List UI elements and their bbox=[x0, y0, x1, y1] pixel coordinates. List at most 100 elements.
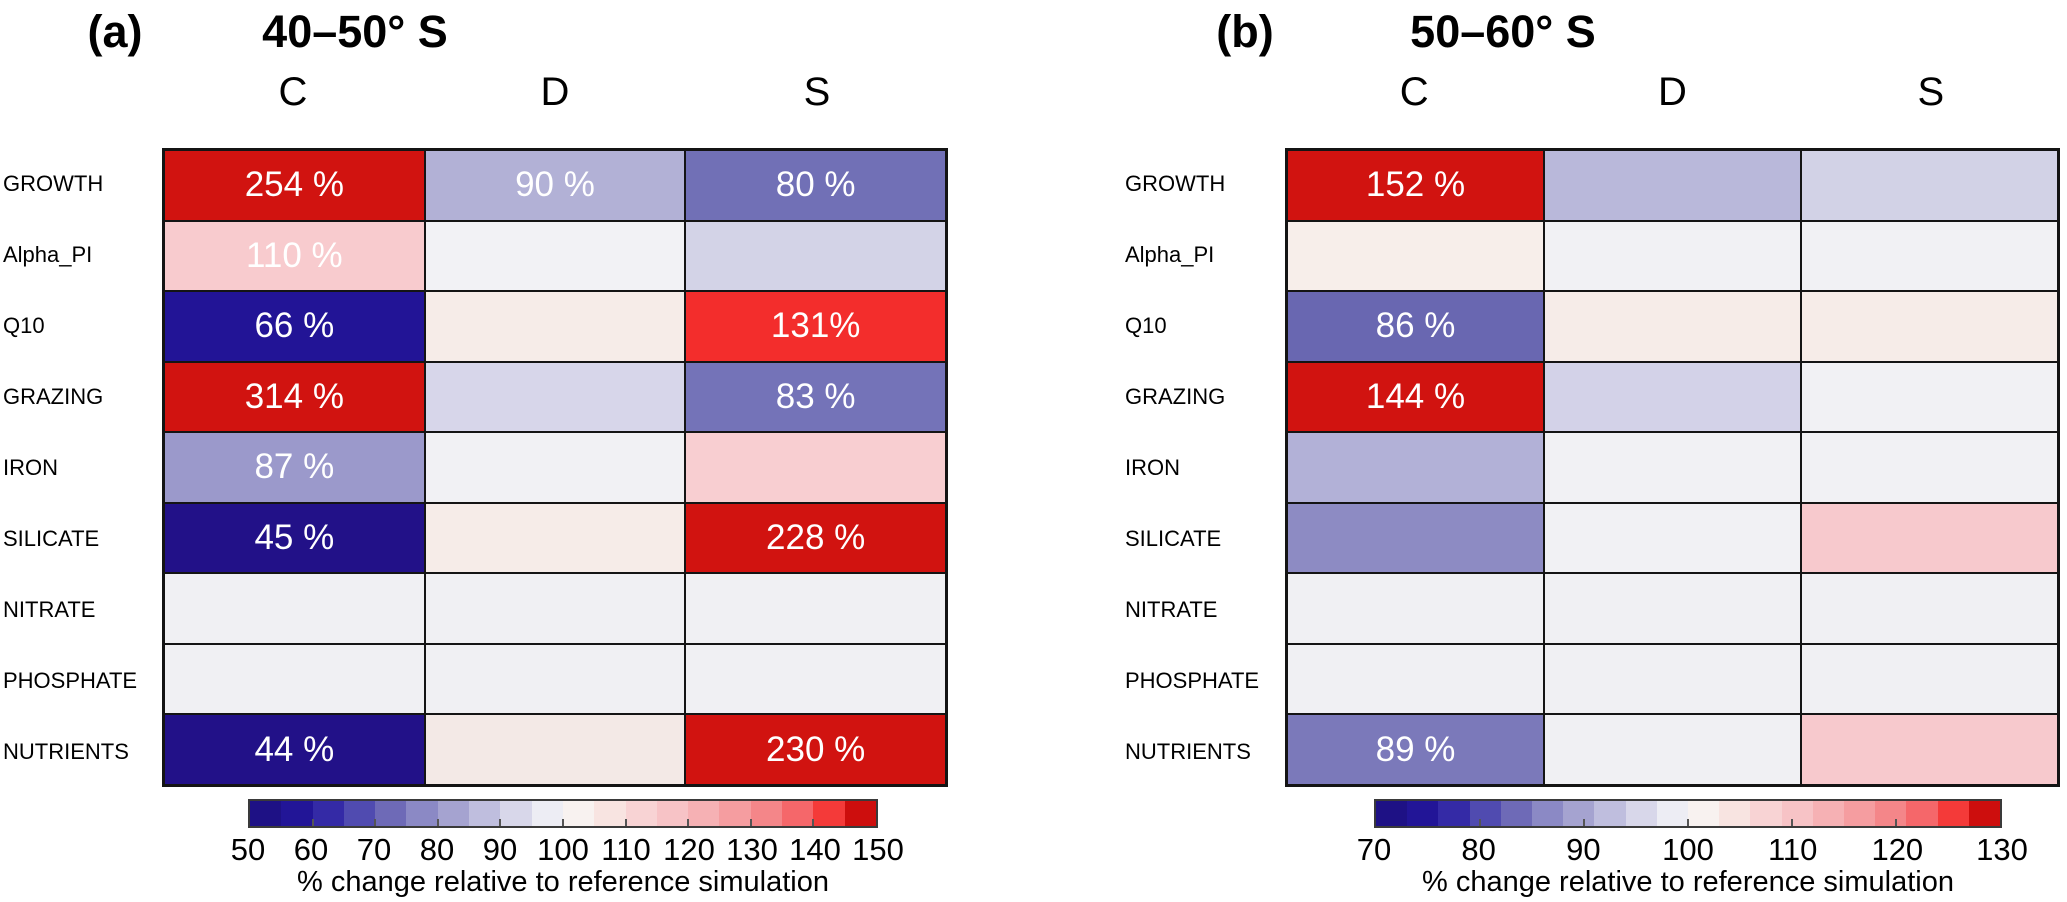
row-label: NUTRIENTS bbox=[1125, 738, 1251, 764]
colorbar-segment bbox=[1781, 801, 1813, 826]
colorbar-segment bbox=[844, 801, 876, 826]
heatmap-cell: 89 % bbox=[1288, 715, 1543, 784]
heatmap-cell bbox=[1545, 433, 1800, 502]
colorbar-segment bbox=[782, 801, 814, 826]
colorbar-segment bbox=[1906, 801, 1938, 826]
heatmap-cell bbox=[425, 292, 685, 361]
column-header: D bbox=[1658, 70, 1687, 114]
heatmap-cell bbox=[1802, 574, 2057, 643]
colorbar-tick bbox=[1582, 819, 1585, 826]
row-label: NITRATE bbox=[1125, 596, 1218, 622]
colorbar bbox=[248, 799, 878, 828]
colorbar-segment bbox=[1812, 801, 1845, 826]
colorbar-segment bbox=[656, 801, 689, 826]
heatmap-cell: 131% bbox=[686, 292, 945, 361]
colorbar-tick-label: 70 bbox=[356, 832, 392, 867]
heatmap-cell-value: 83 % bbox=[775, 376, 856, 416]
heatmap-cell bbox=[1288, 503, 1543, 573]
heatmap-cell: 254 % bbox=[165, 151, 424, 220]
heatmap-cell: 86 % bbox=[1288, 292, 1543, 361]
heatmap-cell bbox=[1802, 644, 2057, 714]
colorbar-segment bbox=[719, 801, 751, 826]
heatmap-cell bbox=[425, 574, 685, 643]
heatmap-cell: 66 % bbox=[165, 292, 424, 361]
heatmap-cell-value: 152 % bbox=[1365, 165, 1466, 205]
colorbar-segment bbox=[1719, 801, 1751, 826]
colorbar-tick bbox=[687, 819, 690, 826]
row-label: Alpha_PI bbox=[1125, 241, 1215, 267]
colorbar-segment bbox=[625, 801, 657, 826]
colorbar-tick-label: 100 bbox=[537, 832, 589, 867]
colorbar-tick-label: 150 bbox=[852, 832, 904, 867]
colorbar-segment bbox=[375, 801, 407, 826]
colorbar-segment bbox=[1937, 801, 1969, 826]
heatmap-cell-value: 89 % bbox=[1375, 729, 1456, 769]
heatmap-cell bbox=[1802, 221, 2057, 291]
heatmap-cell-value: 254 % bbox=[244, 165, 344, 205]
colorbar-segment bbox=[312, 801, 344, 826]
colorbar-segment bbox=[1968, 801, 2001, 826]
colorbar-segment bbox=[500, 801, 532, 826]
colorbar-tick bbox=[1895, 819, 1897, 826]
heatmap-cell-value: 131% bbox=[770, 306, 861, 346]
colorbar-tick-label: 120 bbox=[1871, 832, 1924, 867]
heatmap-cell bbox=[686, 644, 945, 714]
colorbar-tick bbox=[436, 819, 439, 826]
heatmap-cell: 45 % bbox=[165, 503, 424, 573]
colorbar-segment bbox=[250, 801, 282, 826]
column-header: C bbox=[278, 70, 308, 114]
heatmap-cell-value: 44 % bbox=[254, 729, 335, 769]
column-header: C bbox=[1399, 70, 1429, 114]
heatmap-cell: 228 % bbox=[686, 503, 945, 573]
heatmap-cell bbox=[1545, 715, 1800, 784]
heatmap-cell: 152 % bbox=[1288, 151, 1543, 220]
row-label: PHOSPHATE bbox=[1125, 667, 1260, 693]
colorbar-tick-label: 130 bbox=[1976, 832, 2028, 867]
colorbar-tick bbox=[1790, 819, 1793, 826]
colorbar-tick bbox=[311, 819, 314, 826]
heatmap-cell bbox=[425, 362, 685, 432]
row-label: GRAZING bbox=[3, 383, 104, 409]
heatmap-cell: 110 % bbox=[165, 221, 424, 291]
heatmap-grid: 152 % 86 % 144 % 89 % bbox=[1285, 148, 2060, 787]
colorbar-tick bbox=[624, 819, 627, 826]
heatmap-cell-value: 80 % bbox=[775, 165, 856, 205]
heatmap-cell bbox=[686, 221, 945, 291]
row-label: IRON bbox=[1125, 454, 1180, 480]
heatmap-cell bbox=[1802, 292, 2057, 361]
column-header: S bbox=[803, 70, 831, 114]
heatmap-cell: 314 % bbox=[165, 362, 424, 432]
colorbar-segment bbox=[594, 801, 626, 826]
heatmap-grid: 254 % 90 % 80 % 110 % 66 % 131% 314 % 83 % 87 % 4… bbox=[162, 148, 948, 787]
row-label: Q10 bbox=[3, 312, 45, 338]
colorbar-segment bbox=[750, 801, 783, 826]
colorbar-segment bbox=[1688, 801, 1720, 826]
heatmap-cell bbox=[1288, 644, 1543, 714]
colorbar-segment bbox=[1875, 801, 1907, 826]
heatmap-cell bbox=[425, 715, 685, 784]
heatmap-cell-value: 314 % bbox=[244, 376, 344, 416]
row-label: GROWTH bbox=[1125, 170, 1226, 196]
colorbar-tick-label: 110 bbox=[601, 832, 651, 867]
column-header: S bbox=[1917, 70, 1945, 114]
heatmap-cell: 87 % bbox=[165, 433, 424, 502]
colorbar-tick-label: 80 bbox=[419, 832, 455, 867]
colorbar-segment bbox=[531, 801, 563, 826]
colorbar-tick-label: 120 bbox=[663, 832, 715, 867]
colorbar-segment bbox=[1750, 801, 1782, 826]
colorbar-segment bbox=[1656, 801, 1689, 826]
row-label: GRAZING bbox=[1125, 383, 1226, 409]
colorbar-segment bbox=[1594, 801, 1626, 826]
colorbar-tick-label: 130 bbox=[726, 832, 778, 867]
colorbar-caption: % change relative to reference simulatio… bbox=[1422, 866, 1954, 898]
panel-a-title: 40–50° S bbox=[262, 6, 448, 57]
heatmap-cell bbox=[425, 433, 685, 502]
colorbar-tick-label: 50 bbox=[230, 832, 266, 867]
heatmap-cell bbox=[1545, 574, 1800, 643]
heatmap-cell: 90 % bbox=[425, 151, 685, 220]
heatmap-cell bbox=[686, 574, 945, 643]
heatmap-cell-value: 66 % bbox=[254, 306, 335, 346]
colorbar-caption: % change relative to reference simulatio… bbox=[297, 866, 829, 898]
colorbar-segment bbox=[437, 801, 470, 826]
heatmap-cell bbox=[425, 503, 685, 573]
